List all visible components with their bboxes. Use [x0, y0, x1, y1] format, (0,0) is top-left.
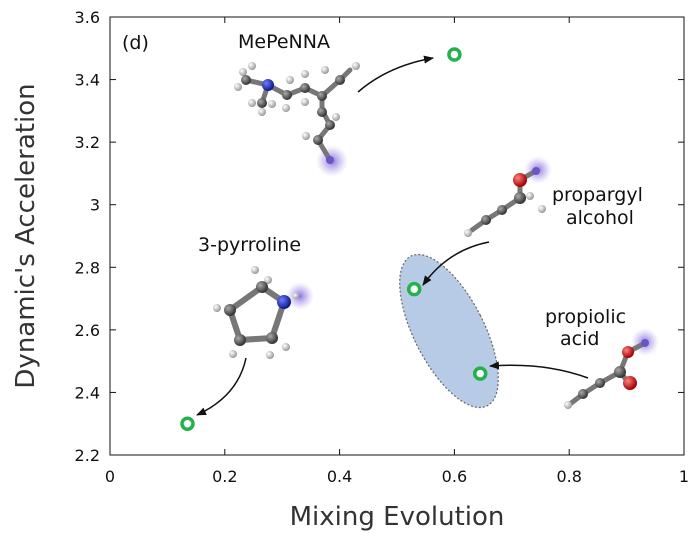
x-tick-label: 0.2: [212, 467, 237, 486]
y-tick-label: 3: [90, 196, 100, 215]
arrow-propargyl: [422, 241, 490, 286]
mepenna-molecule-drawing: [234, 62, 360, 177]
data-point: [180, 416, 195, 431]
plot-frame: [109, 16, 685, 456]
y-tick-label: 3.6: [75, 8, 100, 27]
arrow-mepenna: [357, 55, 434, 93]
x-tick-label: 0.8: [556, 467, 581, 486]
arrow-pyrroline: [196, 357, 247, 416]
x-tick-label: 0.4: [327, 467, 352, 486]
y-tick-label: 3.2: [75, 133, 100, 152]
annotation-alcohol: alcohol: [566, 207, 634, 229]
y-axis-label: Dynamic's Acceleration: [11, 83, 41, 388]
y-tick-label: 2.2: [75, 446, 100, 465]
annotation-mepenna: MePeNNA: [238, 31, 330, 53]
data-point: [447, 47, 462, 62]
data-point: [406, 281, 422, 297]
annotation-pyrroline: 3-pyrroline: [198, 234, 301, 256]
arrow-propiolic: [489, 361, 589, 379]
y-tick-label: 2.6: [75, 321, 100, 340]
y-tick-label: 2.8: [75, 258, 100, 277]
x-tick-label: 0.6: [442, 467, 467, 486]
x-axis-ticks: 0 0.2 0.4 0.6 0.8 1: [105, 17, 689, 486]
annotation-acid: acid: [560, 328, 599, 350]
x-tick-label: 1: [679, 467, 689, 486]
data-point: [472, 366, 488, 381]
annotation-propargyl: propargyl: [552, 184, 643, 206]
annotation-propiolic: propiolic: [545, 306, 626, 328]
y-axis-ticks: 2.2 2.4 2.6 2.8 3 3.2 3.4 3.6: [75, 8, 684, 465]
y-tick-label: 2.4: [75, 383, 100, 402]
y-tick-label: 3.4: [75, 71, 100, 90]
highlight-ellipse: [399, 253, 499, 409]
x-axis-label: Mixing Evolution: [290, 502, 505, 532]
propargyl-alcohol-molecule-drawing: [464, 156, 552, 237]
data-points: [180, 47, 488, 431]
panel-label: (d): [122, 32, 149, 54]
annotation-arrows: [196, 55, 589, 416]
propiolic-acid-molecule-drawing: [564, 328, 659, 409]
pyrroline-molecule-drawing: [213, 266, 314, 359]
x-tick-label: 0: [105, 467, 115, 486]
